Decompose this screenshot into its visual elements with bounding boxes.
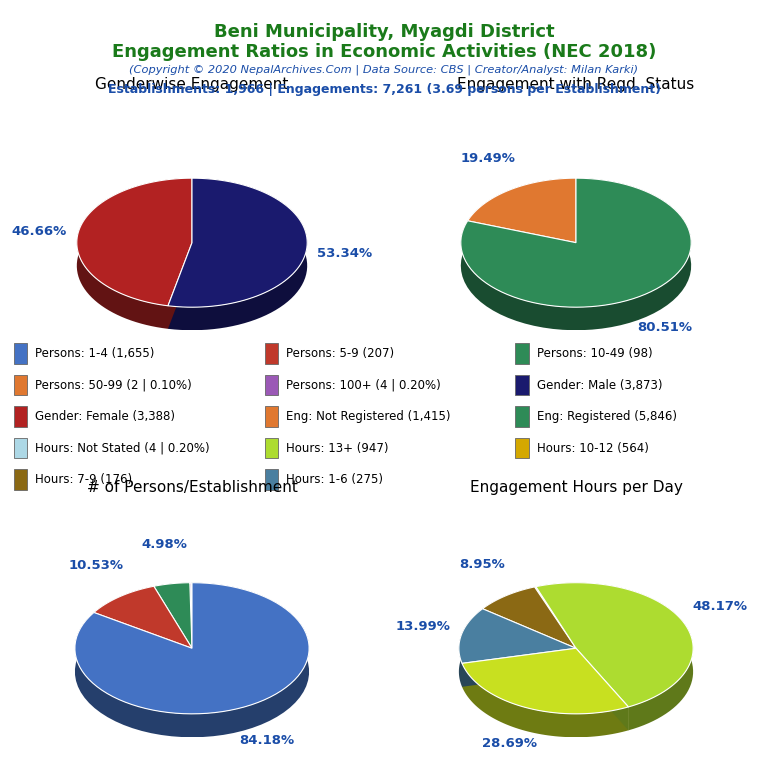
Polygon shape bbox=[535, 587, 576, 672]
Text: 8.95%: 8.95% bbox=[459, 558, 505, 571]
Polygon shape bbox=[94, 612, 192, 672]
Polygon shape bbox=[482, 587, 535, 632]
Text: Eng: Registered (5,846): Eng: Registered (5,846) bbox=[537, 410, 677, 423]
Polygon shape bbox=[482, 609, 576, 672]
Polygon shape bbox=[536, 583, 693, 730]
Polygon shape bbox=[459, 609, 482, 687]
FancyBboxPatch shape bbox=[14, 406, 27, 427]
FancyBboxPatch shape bbox=[265, 343, 278, 364]
FancyBboxPatch shape bbox=[515, 406, 529, 427]
Polygon shape bbox=[576, 648, 628, 730]
FancyBboxPatch shape bbox=[14, 469, 27, 490]
FancyBboxPatch shape bbox=[14, 375, 27, 396]
FancyBboxPatch shape bbox=[265, 406, 278, 427]
Title: Engagement Hours per Day: Engagement Hours per Day bbox=[469, 480, 683, 495]
Polygon shape bbox=[462, 648, 576, 687]
Text: 48.17%: 48.17% bbox=[692, 601, 747, 614]
Polygon shape bbox=[168, 178, 307, 307]
Polygon shape bbox=[462, 648, 628, 713]
Polygon shape bbox=[94, 586, 154, 636]
FancyBboxPatch shape bbox=[515, 343, 529, 364]
FancyBboxPatch shape bbox=[265, 375, 278, 396]
Text: 19.49%: 19.49% bbox=[460, 152, 515, 164]
Polygon shape bbox=[168, 243, 192, 329]
Polygon shape bbox=[154, 586, 192, 672]
Polygon shape bbox=[482, 587, 576, 648]
Text: Hours: 10-12 (564): Hours: 10-12 (564) bbox=[537, 442, 648, 455]
Text: Eng: Not Registered (1,415): Eng: Not Registered (1,415) bbox=[286, 410, 450, 423]
Polygon shape bbox=[461, 178, 691, 307]
FancyBboxPatch shape bbox=[515, 438, 529, 458]
FancyBboxPatch shape bbox=[14, 343, 27, 364]
Title: Engagement with Regd. Status: Engagement with Regd. Status bbox=[458, 77, 694, 91]
Text: 46.66%: 46.66% bbox=[12, 225, 67, 238]
Polygon shape bbox=[536, 587, 576, 672]
Text: (Copyright © 2020 NepalArchives.Com | Data Source: CBS | Creator/Analyst: Milan : (Copyright © 2020 NepalArchives.Com | Da… bbox=[130, 65, 638, 75]
Polygon shape bbox=[459, 609, 576, 664]
Text: 10.53%: 10.53% bbox=[68, 559, 123, 572]
Polygon shape bbox=[77, 178, 192, 306]
Polygon shape bbox=[190, 583, 192, 672]
Polygon shape bbox=[94, 612, 192, 672]
Polygon shape bbox=[482, 609, 576, 672]
Polygon shape bbox=[535, 587, 536, 611]
Polygon shape bbox=[190, 583, 192, 648]
Polygon shape bbox=[154, 583, 190, 610]
Polygon shape bbox=[77, 178, 192, 329]
Text: Establishments: 1,966 | Engagements: 7,261 (3.69 persons per Establishment): Establishments: 1,966 | Engagements: 7,2… bbox=[108, 83, 660, 96]
Text: 28.69%: 28.69% bbox=[482, 737, 538, 750]
Text: Persons: 1-4 (1,655): Persons: 1-4 (1,655) bbox=[35, 347, 154, 360]
Polygon shape bbox=[94, 586, 192, 648]
Polygon shape bbox=[154, 586, 192, 672]
Polygon shape bbox=[468, 178, 576, 243]
Polygon shape bbox=[461, 178, 691, 330]
Text: 80.51%: 80.51% bbox=[637, 321, 692, 333]
Polygon shape bbox=[154, 583, 192, 648]
Polygon shape bbox=[462, 664, 628, 737]
Title: # of Persons/Establishment: # of Persons/Establishment bbox=[87, 480, 297, 495]
Polygon shape bbox=[75, 583, 309, 713]
Text: Hours: Not Stated (4 | 0.20%): Hours: Not Stated (4 | 0.20%) bbox=[35, 442, 210, 455]
Text: Persons: 50-99 (2 | 0.10%): Persons: 50-99 (2 | 0.10%) bbox=[35, 379, 191, 392]
Text: Engagement Ratios in Economic Activities (NEC 2018): Engagement Ratios in Economic Activities… bbox=[112, 43, 656, 61]
Polygon shape bbox=[535, 587, 576, 672]
Text: Hours: 13+ (947): Hours: 13+ (947) bbox=[286, 442, 388, 455]
FancyBboxPatch shape bbox=[14, 438, 27, 458]
Polygon shape bbox=[468, 220, 576, 266]
Polygon shape bbox=[468, 220, 576, 266]
Text: Persons: 10-49 (98): Persons: 10-49 (98) bbox=[537, 347, 652, 360]
Polygon shape bbox=[168, 178, 307, 330]
Polygon shape bbox=[576, 648, 628, 730]
Text: Hours: 1-6 (275): Hours: 1-6 (275) bbox=[286, 473, 382, 486]
Polygon shape bbox=[190, 583, 191, 606]
Polygon shape bbox=[462, 648, 576, 687]
Text: Persons: 5-9 (207): Persons: 5-9 (207) bbox=[286, 347, 394, 360]
Text: Persons: 100+ (4 | 0.20%): Persons: 100+ (4 | 0.20%) bbox=[286, 379, 440, 392]
Text: 53.34%: 53.34% bbox=[317, 247, 372, 260]
Text: Gender: Female (3,388): Gender: Female (3,388) bbox=[35, 410, 175, 423]
FancyBboxPatch shape bbox=[265, 438, 278, 458]
Polygon shape bbox=[190, 583, 192, 672]
Polygon shape bbox=[75, 583, 309, 737]
Text: 13.99%: 13.99% bbox=[396, 621, 450, 633]
Title: Genderwise Engagement: Genderwise Engagement bbox=[95, 77, 289, 91]
Text: Beni Municipality, Myagdi District: Beni Municipality, Myagdi District bbox=[214, 23, 554, 41]
Polygon shape bbox=[168, 243, 192, 329]
Polygon shape bbox=[535, 587, 576, 648]
FancyBboxPatch shape bbox=[265, 469, 278, 490]
Polygon shape bbox=[468, 178, 576, 243]
Polygon shape bbox=[536, 587, 576, 672]
Text: Gender: Male (3,873): Gender: Male (3,873) bbox=[537, 379, 662, 392]
Text: 4.98%: 4.98% bbox=[142, 538, 187, 551]
Text: 84.18%: 84.18% bbox=[239, 734, 294, 747]
Text: Hours: 7-9 (176): Hours: 7-9 (176) bbox=[35, 473, 132, 486]
Polygon shape bbox=[536, 583, 693, 707]
FancyBboxPatch shape bbox=[515, 375, 529, 396]
